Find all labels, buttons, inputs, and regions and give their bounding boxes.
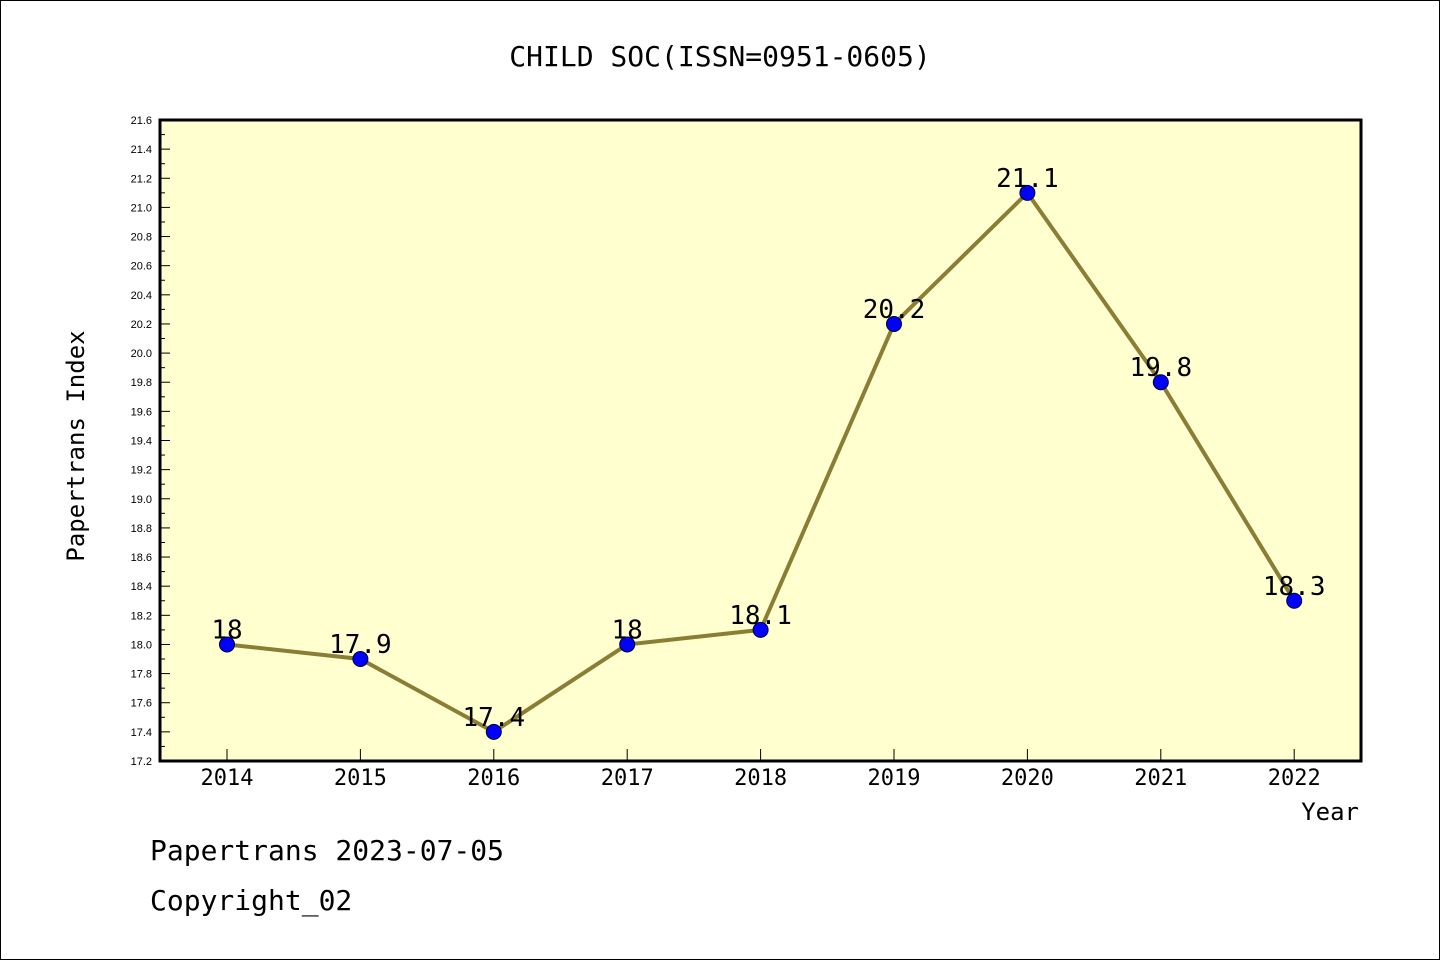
y-tick-label: 18.0 xyxy=(131,639,152,651)
data-point xyxy=(619,636,636,653)
x-tick-label: 2019 xyxy=(868,766,921,791)
y-tick-label: 17.6 xyxy=(131,698,152,710)
data-point xyxy=(886,315,902,332)
y-axis-ticks: 17.2 17.4 17.6 17.8 18.0 18.2 18.4 18.6 18.8 19.0… xyxy=(131,115,170,768)
y-tick-label: 20.0 xyxy=(131,348,152,360)
data-label: 20.2 xyxy=(863,295,926,325)
x-axis-ticks: 2014 2015 2016 2017 2018 2019 2020 2021 2022 xyxy=(201,749,1321,791)
y-tick-label: 17.4 xyxy=(131,727,152,739)
data-label: 18.1 xyxy=(729,601,792,631)
y-tick-label: 17.2 xyxy=(131,756,152,768)
footer-copyright: Copyright_02 xyxy=(150,884,353,917)
y-tick-label: 21.0 xyxy=(131,202,152,214)
y-tick-label: 20.2 xyxy=(131,319,152,331)
data-point xyxy=(1019,184,1036,201)
data-point xyxy=(485,723,502,740)
y-tick-label: 18.6 xyxy=(131,552,152,564)
data-label: 18 xyxy=(612,615,643,645)
y-tick-label: 19.6 xyxy=(131,406,152,418)
y-tick-label: 21.4 xyxy=(131,144,152,156)
x-tick-label: 2018 xyxy=(734,766,787,791)
x-tick-label: 2014 xyxy=(201,766,254,791)
y-tick-label: 18.8 xyxy=(131,523,152,535)
x-tick-label: 2021 xyxy=(1134,766,1187,791)
data-label: 17.4 xyxy=(462,703,525,733)
y-tick-label: 21.6 xyxy=(131,115,152,127)
y-tick-label: 20.8 xyxy=(131,232,152,244)
y-tick-label: 17.8 xyxy=(131,669,152,681)
data-label: 18 xyxy=(211,615,242,645)
data-point xyxy=(219,636,235,653)
data-point xyxy=(752,621,769,638)
data-point xyxy=(1152,374,1169,391)
y-tick-label: 19.4 xyxy=(131,436,152,448)
x-tick-label: 2016 xyxy=(467,766,520,791)
y-tick-label: 18.4 xyxy=(131,581,152,593)
x-tick-label: 2017 xyxy=(601,766,654,791)
plot-area xyxy=(158,118,1363,763)
y-tick-label: 20.4 xyxy=(131,290,152,302)
y-tick-label: 19.8 xyxy=(131,377,152,389)
y-tick-label: 18.2 xyxy=(131,610,152,622)
y-tick-label: 19.0 xyxy=(131,494,152,506)
y-tick-label: 21.2 xyxy=(131,173,152,185)
x-axis-label: Year xyxy=(1301,798,1359,826)
data-point xyxy=(352,651,369,668)
chart-title: CHILD SOC(ISSN=0951-0605) xyxy=(509,40,930,73)
y-axis-label: Papertrans Index xyxy=(62,330,90,561)
x-tick-label: 2020 xyxy=(1001,766,1054,791)
y-tick-label: 19.2 xyxy=(131,465,152,477)
data-label: 17.9 xyxy=(329,630,392,660)
x-tick-label: 2015 xyxy=(334,766,387,791)
y-tick-label: 20.6 xyxy=(131,261,152,273)
footer-date: Papertrans 2023-07-05 xyxy=(150,834,505,867)
series-layer: 18 17.9 17.4 18 18.1 20.2 21.1 19.8 18.3 xyxy=(211,164,1326,740)
data-label: 21.1 xyxy=(996,164,1059,194)
data-label: 18.3 xyxy=(1263,572,1326,602)
x-tick-label: 2022 xyxy=(1268,766,1321,791)
data-label: 19.8 xyxy=(1129,353,1192,383)
data-point xyxy=(1286,592,1303,609)
